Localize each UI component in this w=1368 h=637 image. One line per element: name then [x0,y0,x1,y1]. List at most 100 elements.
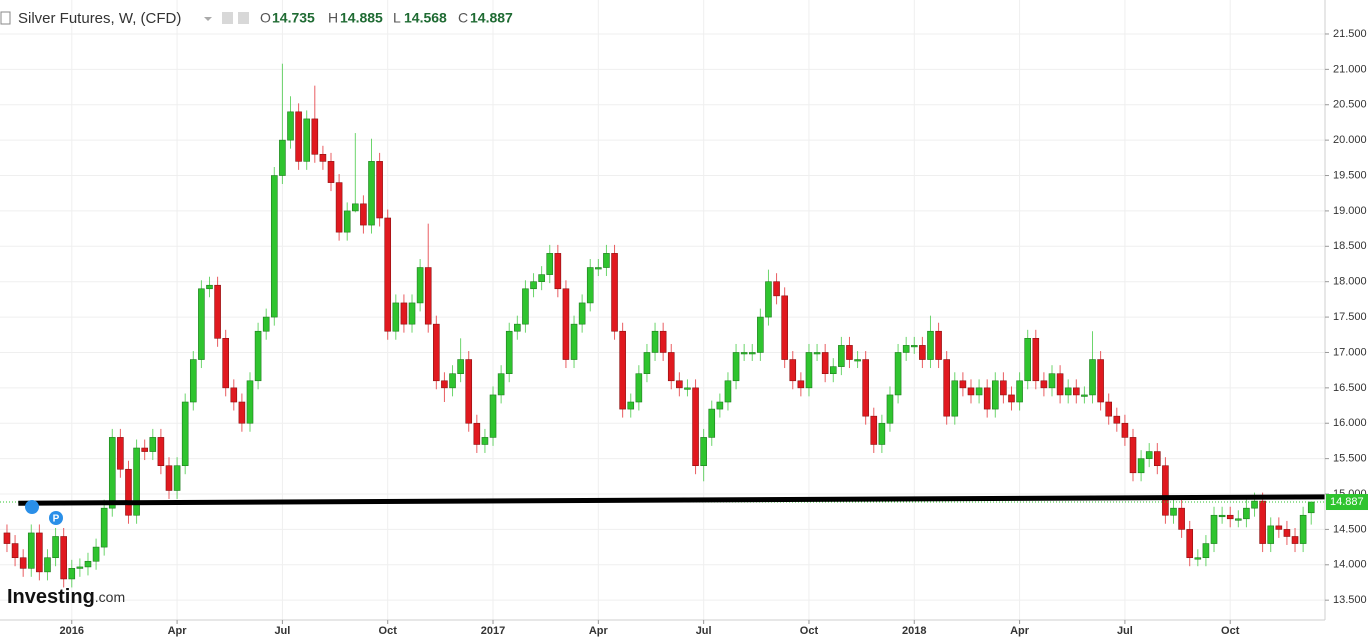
candle-body [546,253,554,275]
axes: 13.50014.00014.50015.00015.50016.00016.5… [60,28,1368,637]
y-tick-label: 19.500 [1333,169,1367,181]
candle-body [1283,529,1291,537]
visibility-icon[interactable] [238,12,249,24]
candle-body [262,316,270,332]
candle-body [951,380,959,417]
candle-body [1235,518,1242,521]
candle-body [27,532,35,569]
candle-body [133,447,140,516]
x-tick-label: Jul [696,625,712,637]
y-tick-label: 17.000 [1333,346,1367,358]
candle-body [125,468,132,516]
candle-body [854,359,861,362]
y-tick-label: 20.000 [1333,134,1367,146]
candle-body [1040,380,1048,389]
candle-body [36,532,43,573]
candle-body [1267,525,1275,544]
candle-body [19,557,27,569]
candle-body [805,352,813,389]
candle-body [1251,500,1258,509]
event-marker[interactable] [49,511,63,525]
open-value: 14.735 [272,10,315,26]
high-label: H [328,10,338,26]
event-marker[interactable] [25,500,39,514]
candle-body [303,118,311,162]
candle-body [781,295,788,360]
close-value: 14.887 [470,10,513,26]
y-tick-label: 21.000 [1333,63,1367,75]
candle-body [789,359,797,382]
candle-body [1056,373,1064,396]
candle-body [619,330,626,410]
chart-title: Silver Futures, W, (CFD) [18,10,181,27]
candle-body [967,387,975,396]
candle-body [975,387,983,396]
candle-body [141,447,148,452]
candle-body [254,330,262,382]
candle-body [457,359,464,374]
x-tick-label: 2016 [60,625,84,637]
y-tick-label: 18.000 [1333,276,1367,288]
candle-body [3,532,11,544]
candle-body [1072,387,1080,396]
candle-body [376,161,383,219]
x-tick-label: Oct [800,625,819,637]
x-tick-label: Jul [274,625,290,637]
candle-body [441,380,448,389]
candle-body [611,253,618,332]
candle-body [514,323,521,332]
brand-suffix: .com [95,589,125,605]
candle-body [1081,394,1088,397]
x-tick-label: Apr [1010,625,1030,637]
candle-body [198,288,205,360]
candle-body [181,401,189,467]
candle-body [765,281,772,318]
candle-body [416,267,424,304]
menu-icon[interactable] [0,11,11,25]
candle-body [586,267,594,304]
dropdown-icon[interactable] [204,17,212,21]
candle-body [1291,536,1299,544]
candle-body [230,387,238,403]
candle-body [1129,437,1137,474]
candle-body [100,507,108,548]
candles [3,63,1315,588]
candle-body [319,153,327,162]
trend-line [18,494,1326,506]
candle-body [724,380,732,403]
candle-body [311,118,319,155]
candle-body [959,380,967,389]
overlay [0,494,1326,506]
candle-body [1202,543,1210,559]
candle-body [886,394,894,424]
candle-body [481,437,489,445]
candle-body [157,437,165,467]
candle-body [757,316,764,353]
candle-body [684,387,691,390]
candle-body [991,380,999,410]
candle-body [643,352,651,374]
candle-body [578,302,586,325]
candle-body [829,366,837,374]
candle-body [562,288,570,360]
candle-body [595,267,602,270]
candle-body [497,373,505,396]
candle-body [222,338,229,389]
settings-icon[interactable] [222,12,233,24]
candle-body [1121,422,1129,438]
brand-name: Investing [7,586,95,608]
candle-body [1226,514,1234,520]
candle-body [716,401,724,410]
candle-body [238,401,246,424]
x-tick-label: Oct [1221,625,1240,637]
candle-body [983,387,991,410]
candle-body [173,465,181,491]
candle-body [1145,451,1153,459]
candle-body [748,352,756,355]
candle-body [117,437,124,470]
candle-body [878,422,886,445]
candle-body [700,437,707,467]
header: Silver Futures, W, (CFD) O 14.735 H 14.8… [0,10,513,27]
candle-body [384,217,392,332]
